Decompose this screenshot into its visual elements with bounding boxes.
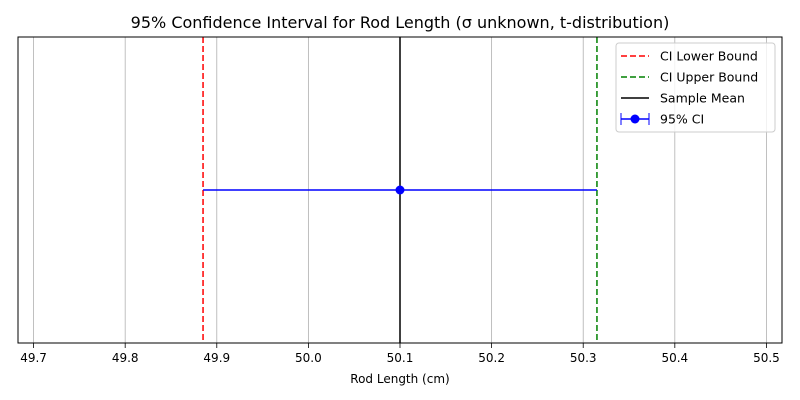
x-tick-label: 50.3 (570, 351, 597, 365)
x-tick-label: 49.8 (112, 351, 139, 365)
legend-label: 95% CI (660, 112, 704, 127)
x-tick-label: 50.0 (295, 351, 322, 365)
ci-mean-point (395, 185, 405, 195)
legend-marker-icon (630, 114, 640, 124)
chart-marks (202, 37, 598, 343)
x-tick-label: 49.9 (203, 351, 230, 365)
chart-title: 95% Confidence Interval for Rod Length (… (131, 13, 670, 32)
legend-label: CI Upper Bound (660, 70, 758, 85)
x-tick-label: 50.4 (661, 351, 688, 365)
legend-box (615, 42, 776, 133)
legend: CI Lower Bound CI Upper Bound Sample Mean 9… (615, 42, 776, 133)
legend-label: CI Lower Bound (660, 49, 758, 64)
legend-label: Sample Mean (660, 91, 745, 106)
x-tick-label: 50.1 (387, 351, 414, 365)
x-tick-label: 50.5 (753, 351, 780, 365)
x-axis-ticks: 49.7 49.8 49.9 50.0 50.1 50.2 50.3 50.4 50.5 (20, 343, 780, 365)
x-axis-label: Rod Length (cm) (350, 372, 449, 386)
x-tick-label: 50.2 (478, 351, 505, 365)
x-tick-label: 49.7 (20, 351, 47, 365)
